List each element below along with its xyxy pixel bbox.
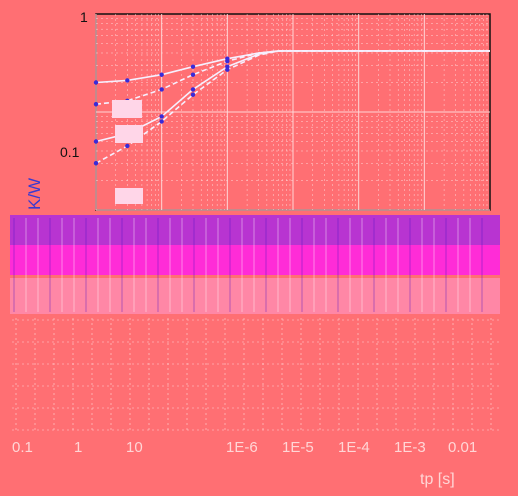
y-tick-label: 0.1 [60,144,80,160]
band-dark [10,215,500,245]
x-tick-label: 1E-6 [226,439,258,456]
data-point-series-1 [125,78,130,83]
data-point-series-3 [159,114,164,119]
data-line-series-2 [95,50,490,105]
x-tick-label: 0.1 [12,439,33,456]
x-tick-label: 1E-4 [338,439,370,456]
data-point-series-1 [93,80,99,85]
x-tick-label: 0.01 [448,439,477,456]
noise-band [10,215,500,314]
legend-marker-box-2 [115,125,143,143]
grid-lower [12,318,500,431]
band-magenta [10,245,500,275]
x-tick-label: 1 [74,439,82,456]
upper-plot-area [93,13,491,211]
band-light [10,278,500,314]
data-point-series-4 [225,67,230,72]
data-point-series-4 [159,119,164,124]
band-stripes [13,218,483,312]
x-tick-label: 10 [126,439,143,456]
x-tick-label: 1E-3 [394,439,426,456]
data-point-series-3 [93,139,99,144]
x-tick-label: 1E-5 [282,439,314,456]
data-point-series-2 [225,58,230,64]
y-axis-title: K/W [25,178,44,210]
series-layer [93,50,490,166]
data-point-series-4 [125,143,130,149]
x-axis-title: tp [s] [420,471,455,488]
data-line-series-4 [95,50,490,164]
data-point-series-2 [159,87,164,92]
y-tick-label: 1 [80,9,88,25]
data-point-series-4 [93,161,99,166]
data-point-series-1 [159,72,164,77]
data-point-series-1 [190,64,196,69]
data-point-series-2 [190,72,196,77]
data-point-series-2 [93,102,99,107]
data-point-series-4 [190,92,196,97]
data-point-series-3 [190,87,196,92]
grid-upper [95,14,490,211]
data-point-series-3 [225,64,230,69]
data-line-series-3 [95,50,490,143]
legend-marker-box-3 [115,188,143,204]
legend-marker-box-1 [112,100,142,118]
